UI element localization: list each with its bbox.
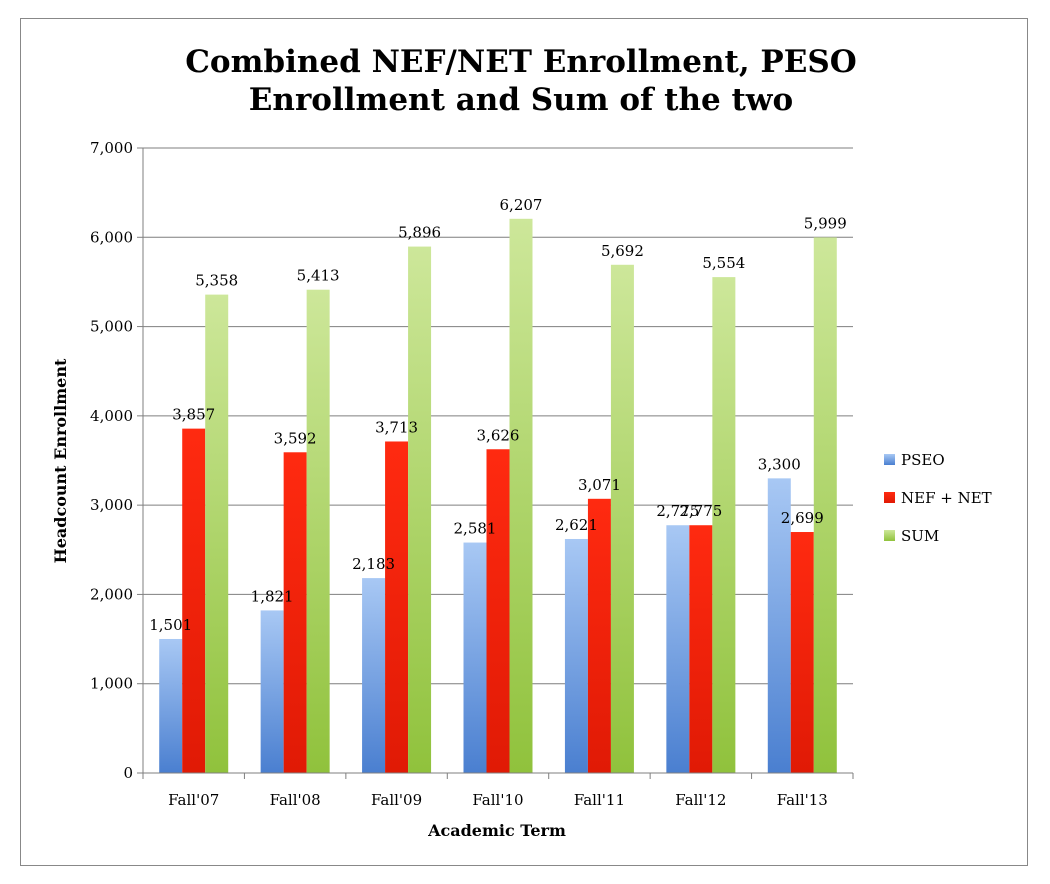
bar-sum-3 (509, 218, 533, 773)
data-label: 2,183 (352, 555, 395, 573)
x-tick-label: Fall'12 (675, 791, 726, 809)
bar-sum-1 (306, 289, 330, 773)
data-label: 3,713 (375, 418, 418, 436)
data-label: 1,501 (149, 616, 192, 634)
x-tick-label: Fall'09 (371, 791, 422, 809)
data-label: 5,896 (398, 224, 441, 242)
y-tick-label: 5,000 (90, 318, 133, 336)
legend-label: SUM (901, 527, 939, 545)
y-tick-label: 4,000 (90, 407, 133, 425)
y-axis-title: Headcount Enrollment (51, 358, 70, 563)
x-tick-label: Fall'08 (270, 791, 321, 809)
legend-swatch (884, 454, 895, 465)
bar-sum-6 (813, 237, 837, 773)
data-label: 6,207 (500, 196, 543, 214)
data-label: 5,999 (804, 214, 847, 232)
bars-group (159, 218, 837, 774)
legend: PSEO NEF + NET SUM (884, 451, 992, 545)
data-label: 3,071 (578, 476, 621, 494)
data-label: 3,857 (172, 406, 215, 424)
bar-pseo-2 (362, 578, 386, 773)
data-labels: 1,501 3,857 5,358 1,821 3,592 5,413 2,183 3,713… (149, 196, 847, 634)
bar-nef-net-3 (486, 449, 510, 773)
data-label: 3,592 (274, 429, 317, 447)
x-tick-label: Fall'11 (574, 791, 625, 809)
legend-label: PSEO (901, 451, 945, 469)
data-label: 2,581 (454, 520, 497, 538)
bar-sum-5 (712, 277, 736, 773)
bar-pseo-1 (260, 610, 284, 773)
chart-title-line-1: Combined NEF/NET Enrollment, PESO (185, 44, 856, 80)
data-label: 2,699 (781, 509, 824, 527)
axes: 0 1,000 2,000 3,000 4,000 5,000 6,000 7,000 Fall… (90, 139, 854, 809)
bar-sum-4 (610, 264, 634, 773)
legend-swatch (884, 492, 895, 503)
data-label: 5,554 (702, 254, 745, 272)
data-label: 5,692 (601, 242, 644, 260)
y-tick-label: 6,000 (90, 228, 133, 246)
bar-nef-net-2 (385, 441, 409, 773)
y-tick-label: 0 (123, 764, 133, 782)
data-label: 5,413 (297, 267, 340, 285)
data-label: 2,775 (679, 502, 722, 520)
data-label: 3,626 (477, 426, 520, 444)
x-tick-label: Fall'10 (472, 791, 523, 809)
bar-pseo-3 (463, 542, 487, 773)
bar-nef-net-0 (182, 428, 206, 773)
data-label: 5,358 (195, 272, 238, 290)
x-tick-label: Fall'13 (777, 791, 828, 809)
bar-nef-net-1 (283, 452, 307, 773)
bar-nef-net-6 (790, 532, 814, 773)
x-axis-title: Academic Term (427, 821, 566, 840)
y-tick-label: 2,000 (90, 585, 133, 603)
x-tick-label: Fall'07 (168, 791, 219, 809)
data-label: 3,300 (758, 455, 801, 473)
y-tick-label: 1,000 (90, 675, 133, 693)
bar-sum-0 (205, 294, 229, 773)
data-label: 1,821 (251, 587, 294, 605)
bar-pseo-5 (666, 525, 690, 773)
bar-pseo-0 (159, 638, 183, 773)
legend-label: NEF + NET (901, 489, 992, 507)
bar-nef-net-5 (689, 525, 713, 773)
legend-swatch (884, 530, 895, 541)
data-label: 2,621 (555, 516, 598, 534)
bar-nef-net-4 (587, 498, 611, 773)
bar-pseo-4 (564, 538, 588, 773)
y-tick-label: 3,000 (90, 496, 133, 514)
data-label: 2,775 (656, 502, 699, 520)
chart-title-line-2: Enrollment and Sum of the two (249, 82, 793, 118)
bar-pseo-6 (767, 478, 791, 773)
y-tick-label: 7,000 (90, 139, 133, 157)
bar-sum-2 (408, 246, 432, 774)
